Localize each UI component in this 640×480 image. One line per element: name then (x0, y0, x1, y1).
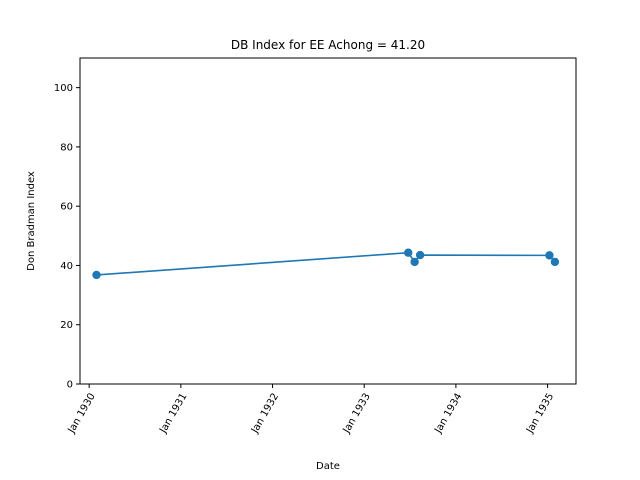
y-tick-label: 0 (67, 380, 73, 391)
y-tick-label: 40 (60, 261, 73, 272)
data-point (545, 251, 554, 260)
x-axis-label: Date (316, 461, 340, 472)
y-tick-label: 100 (54, 83, 73, 94)
data-point (92, 270, 101, 280)
data-point (415, 250, 425, 260)
y-axis-label: Don Bradman Index (26, 171, 37, 271)
x-tick-label: Jan 1934 (433, 392, 465, 437)
series-line (96, 251, 556, 276)
x-tick-label: Jan 1932 (249, 392, 281, 437)
plot-layer (92, 248, 560, 280)
x-axis: Jan 1930 Jan 1931 Jan 1932 Jan 1933 Jan 1934… (66, 384, 556, 436)
data-point (550, 257, 560, 267)
y-axis: 0 20 40 60 80 100 (54, 83, 80, 391)
x-tick-label: Jan 1933 (341, 392, 373, 437)
data-point (410, 257, 419, 267)
x-tick-label: Jan 1935 (524, 392, 556, 437)
y-tick-label: 80 (60, 142, 73, 153)
x-tick-label: Jan 1930 (66, 392, 98, 437)
y-tick-label: 60 (60, 202, 73, 213)
chart-title: DB Index for EE Achong = 41.20 (231, 38, 425, 52)
data-point (404, 248, 413, 257)
x-tick-label: Jan 1931 (157, 392, 189, 437)
plot-frame (79, 57, 577, 385)
y-tick-label: 20 (60, 320, 73, 331)
